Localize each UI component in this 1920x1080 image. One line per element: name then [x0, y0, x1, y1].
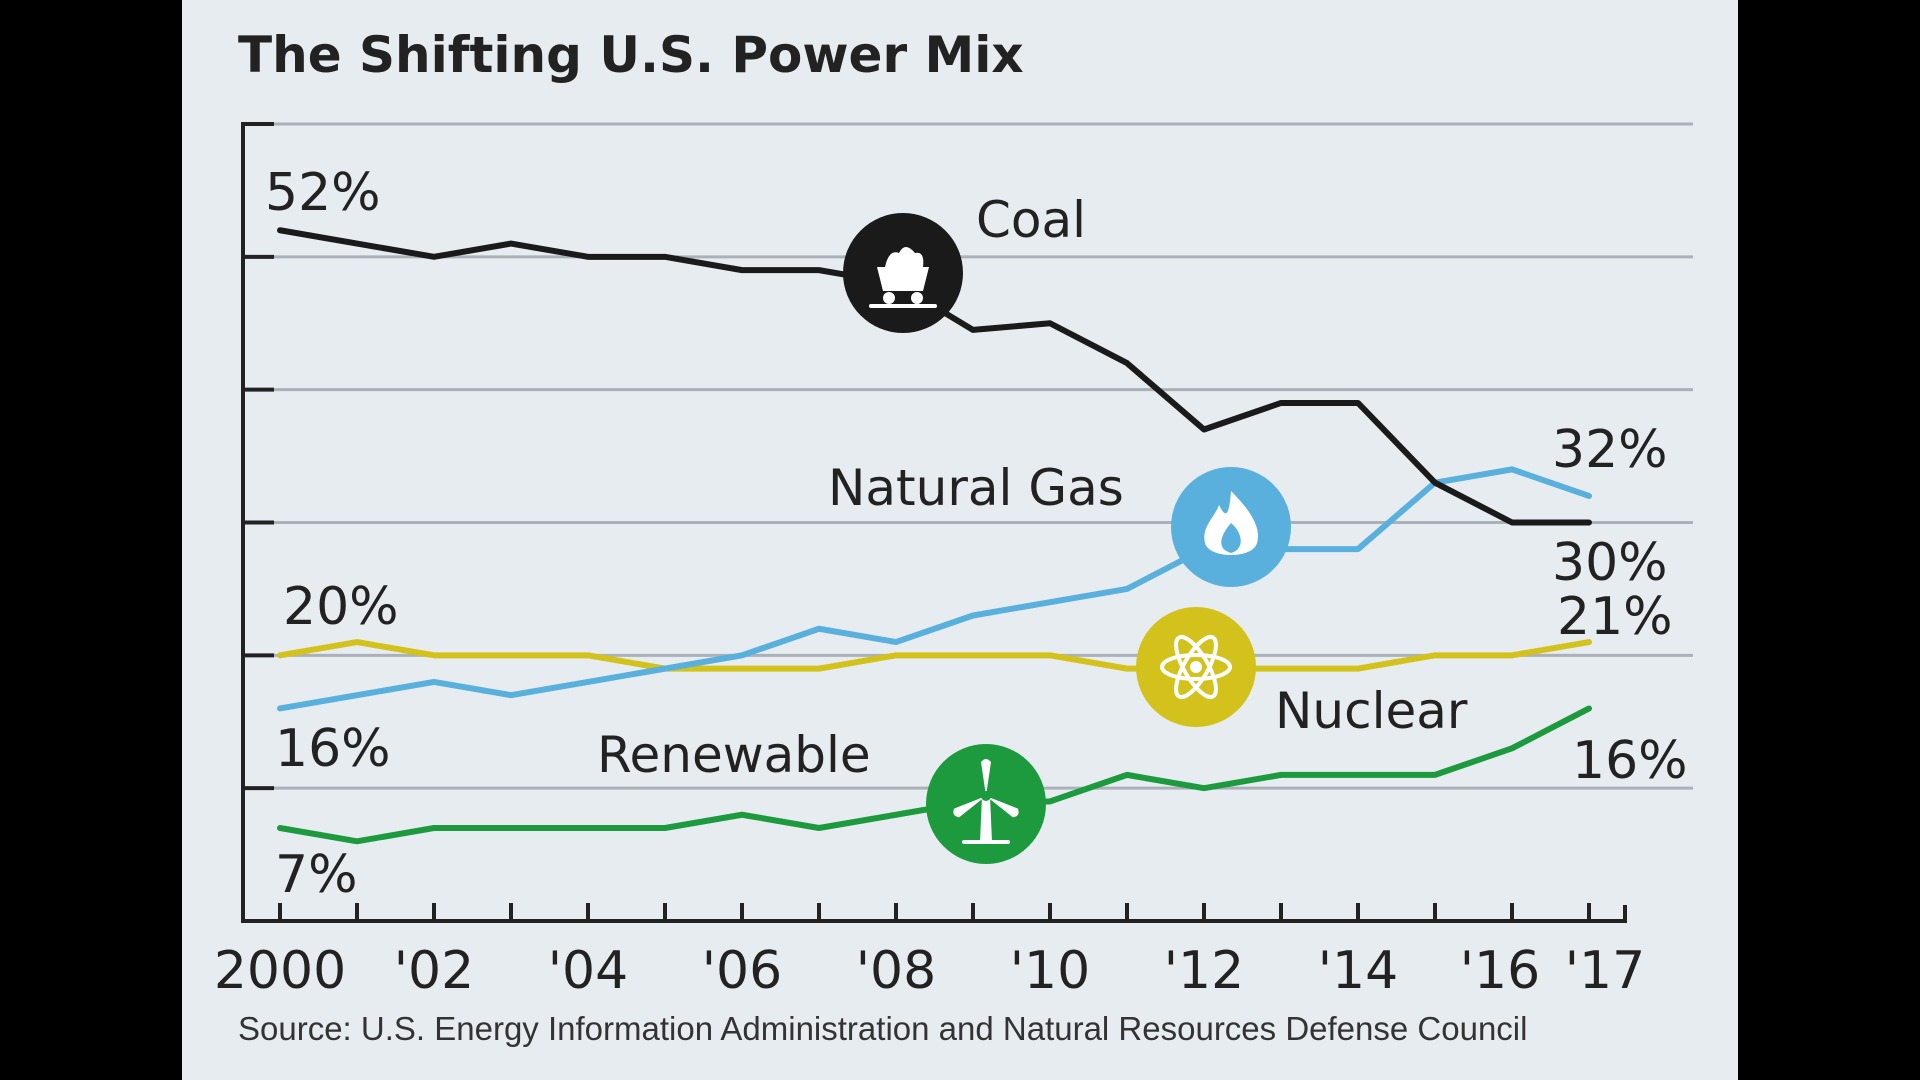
- nuclear-end-label: 21%: [1557, 587, 1673, 647]
- series-label-coal: Coal: [976, 191, 1086, 249]
- x-tick-label: '16: [1460, 941, 1540, 1001]
- x-tick-label: '08: [856, 941, 936, 1001]
- coal-cart-icon: [843, 213, 963, 333]
- x-tick-label: '06: [702, 941, 782, 1001]
- renewable-start-label: 7%: [275, 845, 358, 905]
- series-badges: [843, 213, 1291, 864]
- x-tick-label: '12: [1164, 941, 1244, 1001]
- wind-turbine-icon: [926, 744, 1046, 864]
- x-tick-label: '04: [548, 941, 628, 1001]
- natural-gas-start-label: 16%: [275, 719, 391, 779]
- series-label-renewable: Renewable: [597, 726, 871, 784]
- x-tick-label: '14: [1318, 941, 1398, 1001]
- source-note: Source: U.S. Energy Information Administ…: [238, 1010, 1527, 1047]
- x-tick-label: '10: [1010, 941, 1090, 1001]
- x-tick-label: '17: [1565, 941, 1645, 1001]
- series-line-nuclear: [277, 639, 1592, 672]
- flame-icon: [1171, 467, 1291, 587]
- axes: [241, 122, 1627, 923]
- x-tick-label: 2000: [214, 941, 346, 1001]
- chart-title: The Shifting U.S. Power Mix: [238, 26, 1024, 84]
- nuclear-start-label: 20%: [283, 577, 399, 637]
- coal-end-label: 30%: [1552, 533, 1668, 593]
- series-label-natural-gas: Natural Gas: [828, 459, 1124, 517]
- coal-start-label: 52%: [265, 163, 381, 223]
- x-tick-label: '02: [394, 941, 474, 1001]
- axis-frame: [241, 122, 1627, 923]
- renewable-end-label: 16%: [1572, 731, 1688, 791]
- series-line-natural-gas: [277, 466, 1592, 712]
- natural-gas-end-label: 32%: [1552, 420, 1668, 480]
- x-axis-ticks: 2000 '02 '04 '06 '08 '10 '12 '14 '16 '17: [214, 903, 1645, 1001]
- series-label-nuclear: Nuclear: [1275, 682, 1468, 740]
- chart-panel: [182, 0, 1738, 1080]
- atom-icon: [1136, 607, 1256, 727]
